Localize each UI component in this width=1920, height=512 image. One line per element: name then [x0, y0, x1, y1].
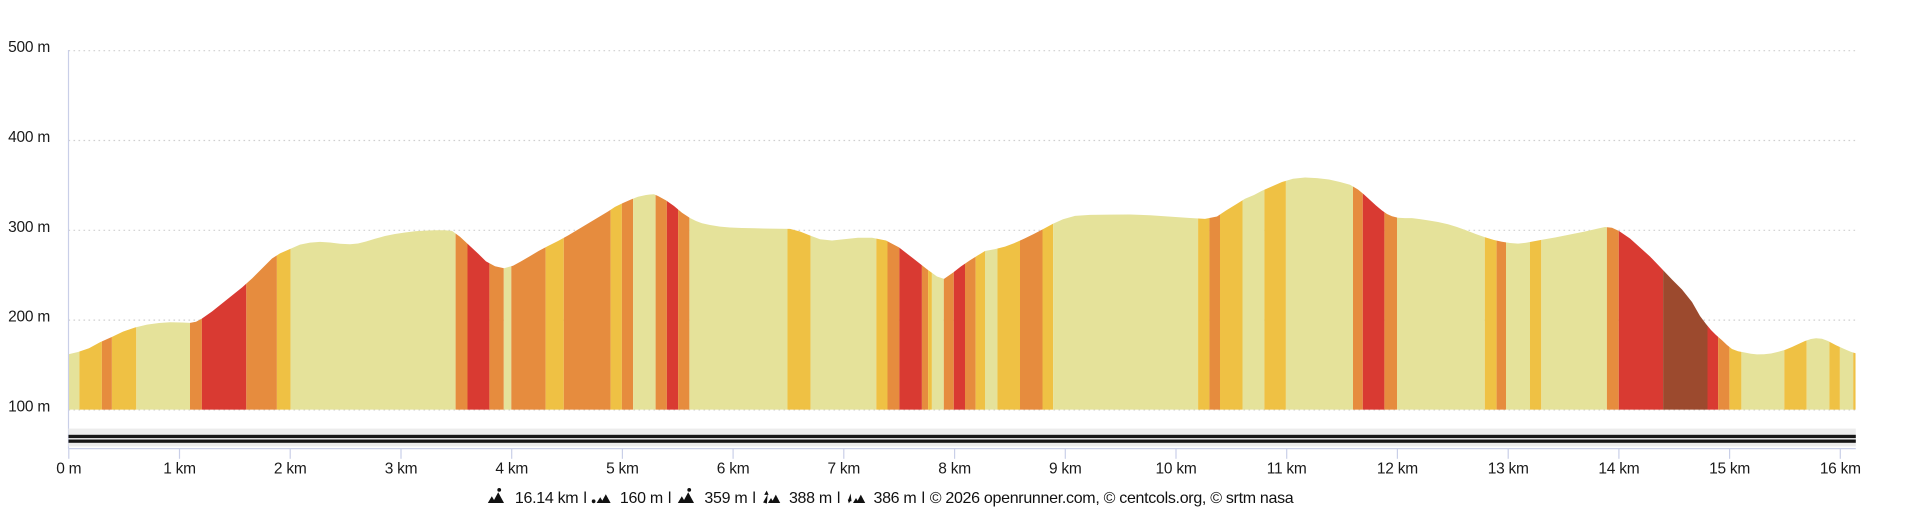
svg-text:10 km: 10 km	[1156, 461, 1197, 478]
svg-text:11 km: 11 km	[1267, 461, 1307, 478]
svg-text:100 m: 100 m	[8, 398, 50, 415]
svg-text:16 km: 16 km	[1820, 461, 1861, 478]
svg-text:1 km: 1 km	[163, 461, 196, 478]
svg-text:8 km: 8 km	[938, 461, 971, 478]
svg-text:15 km: 15 km	[1709, 461, 1750, 478]
svg-text:3 km: 3 km	[385, 461, 418, 478]
svg-text:7 km: 7 km	[828, 461, 861, 478]
svg-text:4 km: 4 km	[495, 461, 528, 478]
svg-text:300 m: 300 m	[8, 219, 50, 236]
svg-text:12 km: 12 km	[1377, 461, 1418, 478]
svg-text:9 km: 9 km	[1049, 461, 1082, 478]
svg-text:5 km: 5 km	[606, 461, 639, 478]
svg-text:200 m: 200 m	[8, 309, 50, 326]
svg-text:400 m: 400 m	[8, 129, 50, 146]
svg-text:14 km: 14 km	[1598, 461, 1639, 478]
svg-text:500 m: 500 m	[8, 39, 50, 56]
svg-text:2 km: 2 km	[274, 461, 307, 478]
svg-text:6 km: 6 km	[717, 461, 750, 478]
svg-text:13 km: 13 km	[1488, 461, 1529, 478]
svg-text:0 m: 0 m	[56, 461, 81, 478]
